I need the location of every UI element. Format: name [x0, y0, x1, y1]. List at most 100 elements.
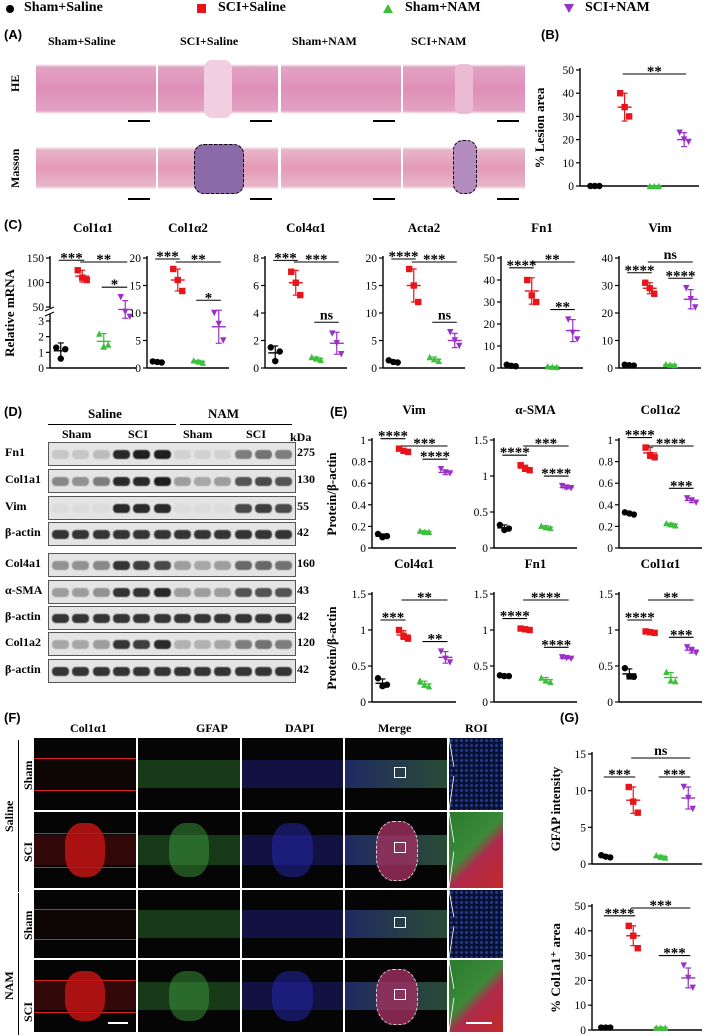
masson-sci-saline-image [158, 130, 278, 206]
chart-title: Col4α1 [286, 220, 326, 235]
scale-bar [250, 198, 272, 200]
data-point [276, 348, 283, 355]
blot-band [133, 450, 151, 459]
blot-band [72, 640, 90, 649]
y-tick-label: 1 [607, 625, 613, 637]
data-point [195, 358, 202, 365]
scale-bar [128, 120, 150, 122]
y-tick-label: 5 [580, 822, 586, 834]
legend-marker-sham-nam [383, 4, 393, 13]
blot-band [255, 561, 272, 570]
blot-label: β-actin [5, 525, 41, 539]
blot-band [92, 477, 110, 486]
blot-label: α-SMA [5, 583, 43, 597]
y-tick-label: 1 [360, 625, 366, 637]
fluorescence-image [34, 812, 136, 888]
panel-a-row-he: HE [8, 74, 22, 92]
blot-band [275, 588, 293, 597]
data-point [456, 342, 463, 350]
blot-band [194, 614, 212, 623]
blot-band [133, 530, 151, 539]
data-point [528, 292, 535, 299]
blot-band [194, 561, 212, 570]
significance-label: ns [320, 308, 334, 323]
blot-band [153, 614, 171, 623]
blot-band [234, 561, 252, 570]
panel-f-col-merge: Merge [378, 721, 412, 735]
data-point [662, 1024, 669, 1031]
blot-band [72, 450, 90, 459]
blot-band [92, 504, 110, 513]
chart-vim-mrna: 0 10 20 30 40 **** ns **** Vim [602, 220, 701, 375]
significance-label: ns [654, 744, 668, 759]
zoom-line [448, 851, 455, 888]
data-point [57, 355, 64, 362]
data-point [272, 357, 279, 365]
blot-kda: 130 [297, 472, 315, 486]
data-point [630, 798, 637, 805]
data-point [630, 932, 637, 939]
he-sham-saline-image [36, 50, 156, 128]
blot-band [72, 477, 90, 486]
y-tick-label: 0.8 [599, 457, 614, 469]
fluorescence-image [449, 812, 503, 888]
blot-band [92, 667, 110, 676]
data-point [657, 1024, 664, 1031]
data-point [451, 337, 458, 344]
data-point [338, 351, 345, 358]
y-tick-label: 8 [253, 253, 259, 265]
data-point [62, 346, 69, 353]
y-axis-label: GFAP intensity [548, 766, 563, 851]
data-point [680, 136, 688, 143]
chart-title: Vim [402, 402, 426, 417]
blot-band [92, 614, 110, 623]
significance-label: ** [647, 64, 662, 80]
data-point [689, 805, 696, 813]
blot-band [173, 667, 191, 676]
data-point [662, 854, 669, 861]
blot-band [72, 561, 90, 570]
data-point [158, 359, 165, 366]
legend-marker-sham-saline [6, 5, 14, 13]
blot-band-row [48, 659, 296, 683]
y-tick-label: 0 [38, 363, 44, 375]
data-point [542, 523, 550, 531]
fluorescence-image [138, 738, 240, 810]
y-tick-label: 0 [135, 363, 141, 375]
data-point [547, 678, 554, 686]
data-point [547, 524, 554, 532]
data-point [425, 528, 433, 535]
y-tick-label: 100 [27, 278, 45, 290]
chart-acta2-mrna: 0 5 10 15 20 **** *** ns Acta2 [366, 220, 465, 375]
data-point [692, 499, 700, 506]
blot-band [133, 477, 151, 486]
chart-col1a2-protein: 00.20.40.60.81 ***********Col1α2 [599, 402, 702, 555]
data-point [313, 355, 320, 362]
data-point [630, 673, 638, 680]
blot-band [92, 588, 110, 597]
blot-band [112, 450, 130, 459]
data-point [447, 329, 454, 336]
data-point [538, 674, 545, 681]
blot-band [92, 530, 110, 539]
blot-band [255, 530, 272, 539]
blot-band [52, 477, 69, 486]
data-point [692, 649, 700, 657]
significance-label: **** [531, 590, 561, 606]
y-tick-label: 0 [253, 363, 259, 375]
data-point [657, 853, 664, 860]
data-point [308, 353, 315, 361]
chart-title: Col1α2 [168, 220, 208, 235]
data-point [563, 484, 570, 491]
data-point [662, 360, 669, 368]
panel-a-col-2: SCI+Saline [180, 34, 239, 48]
blot-band [112, 477, 130, 486]
fluorescence-image [449, 890, 503, 958]
lesion-site [194, 144, 244, 194]
significance-label: **** [656, 436, 686, 452]
y-tick-label: 0.6 [352, 478, 367, 490]
data-point [79, 274, 86, 281]
scale-bar [497, 198, 519, 200]
blot-band [72, 530, 90, 539]
chart-gfap-intensity: 0 5 10 15 *** ns *** GFAP intensity [548, 744, 702, 871]
